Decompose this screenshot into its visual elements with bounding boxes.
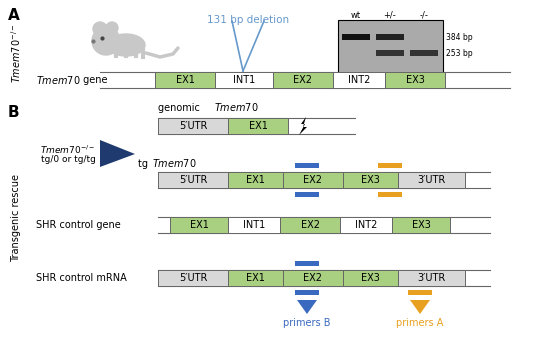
FancyBboxPatch shape xyxy=(398,172,465,188)
FancyBboxPatch shape xyxy=(228,270,283,286)
FancyBboxPatch shape xyxy=(228,118,288,134)
Text: INT2: INT2 xyxy=(355,220,377,230)
Text: EX1: EX1 xyxy=(190,220,208,230)
Text: Transgenic rescue: Transgenic rescue xyxy=(11,174,21,262)
Text: -/-: -/- xyxy=(420,11,428,20)
FancyBboxPatch shape xyxy=(378,163,402,168)
FancyBboxPatch shape xyxy=(158,118,228,134)
Text: EX2: EX2 xyxy=(294,75,312,85)
Circle shape xyxy=(93,22,107,36)
FancyBboxPatch shape xyxy=(385,72,445,88)
Text: EX2: EX2 xyxy=(304,175,322,185)
Text: EX3: EX3 xyxy=(405,75,425,85)
Text: 3′UTR: 3′UTR xyxy=(417,273,446,283)
Text: 3′UTR: 3′UTR xyxy=(417,175,446,185)
FancyBboxPatch shape xyxy=(228,172,283,188)
FancyBboxPatch shape xyxy=(343,270,398,286)
Text: $Tmem70^{-/-}$: $Tmem70^{-/-}$ xyxy=(40,144,96,156)
Text: wt: wt xyxy=(351,11,361,20)
Text: 5′UTR: 5′UTR xyxy=(179,273,207,283)
FancyBboxPatch shape xyxy=(228,217,280,233)
Text: B: B xyxy=(8,105,20,120)
Text: 384 bp: 384 bp xyxy=(446,33,472,41)
FancyBboxPatch shape xyxy=(283,172,343,188)
FancyBboxPatch shape xyxy=(342,34,370,40)
FancyBboxPatch shape xyxy=(378,192,402,197)
Text: A: A xyxy=(8,8,20,23)
Text: EX2: EX2 xyxy=(304,273,322,283)
Text: $Tmem70$: $Tmem70$ xyxy=(152,157,197,169)
Text: tg/0 or tg/tg: tg/0 or tg/tg xyxy=(41,155,96,164)
Polygon shape xyxy=(297,300,317,314)
Text: gene: gene xyxy=(80,75,107,85)
Text: EX1: EX1 xyxy=(249,121,267,131)
FancyBboxPatch shape xyxy=(158,172,228,188)
Polygon shape xyxy=(410,300,430,314)
Text: INT1: INT1 xyxy=(233,75,255,85)
FancyBboxPatch shape xyxy=(295,290,319,295)
Circle shape xyxy=(92,27,120,55)
Text: INT2: INT2 xyxy=(348,75,370,85)
Text: $Tmem70$: $Tmem70$ xyxy=(36,74,81,86)
FancyBboxPatch shape xyxy=(295,192,319,197)
Circle shape xyxy=(106,22,118,34)
Text: genomic: genomic xyxy=(158,103,203,113)
Text: EX1: EX1 xyxy=(246,175,265,185)
Text: tg: tg xyxy=(138,159,151,169)
Text: +/-: +/- xyxy=(384,11,397,20)
Polygon shape xyxy=(299,117,307,135)
Text: EX1: EX1 xyxy=(175,75,195,85)
Text: SHR control gene: SHR control gene xyxy=(36,220,121,230)
FancyBboxPatch shape xyxy=(338,20,443,78)
FancyBboxPatch shape xyxy=(398,270,465,286)
FancyBboxPatch shape xyxy=(283,270,343,286)
Text: primers A: primers A xyxy=(397,318,444,328)
Text: 5′UTR: 5′UTR xyxy=(179,175,207,185)
FancyBboxPatch shape xyxy=(408,290,432,295)
Text: INT1: INT1 xyxy=(243,220,265,230)
FancyBboxPatch shape xyxy=(410,50,438,56)
FancyBboxPatch shape xyxy=(158,270,228,286)
FancyBboxPatch shape xyxy=(280,217,340,233)
FancyBboxPatch shape xyxy=(343,172,398,188)
FancyBboxPatch shape xyxy=(170,217,228,233)
Text: SHR control mRNA: SHR control mRNA xyxy=(36,273,126,283)
FancyBboxPatch shape xyxy=(376,50,404,56)
Text: $Tmem70$: $Tmem70$ xyxy=(214,101,258,113)
FancyBboxPatch shape xyxy=(215,72,273,88)
Text: EX3: EX3 xyxy=(411,220,431,230)
FancyBboxPatch shape xyxy=(340,217,392,233)
FancyBboxPatch shape xyxy=(376,34,404,40)
Ellipse shape xyxy=(107,34,145,56)
Text: 253 bp: 253 bp xyxy=(446,49,472,57)
Text: 131 bp deletion: 131 bp deletion xyxy=(207,15,289,25)
FancyBboxPatch shape xyxy=(295,163,319,168)
FancyBboxPatch shape xyxy=(392,217,450,233)
Polygon shape xyxy=(100,140,135,167)
FancyBboxPatch shape xyxy=(273,72,333,88)
Text: 5′UTR: 5′UTR xyxy=(179,121,207,131)
FancyBboxPatch shape xyxy=(295,261,319,266)
Text: $Tmem70^{-/-}$: $Tmem70^{-/-}$ xyxy=(9,23,23,83)
FancyBboxPatch shape xyxy=(333,72,385,88)
FancyBboxPatch shape xyxy=(155,72,215,88)
Text: EX1: EX1 xyxy=(246,273,265,283)
Text: EX3: EX3 xyxy=(361,175,380,185)
Text: EX3: EX3 xyxy=(361,273,380,283)
Text: EX2: EX2 xyxy=(300,220,320,230)
Text: primers B: primers B xyxy=(283,318,331,328)
